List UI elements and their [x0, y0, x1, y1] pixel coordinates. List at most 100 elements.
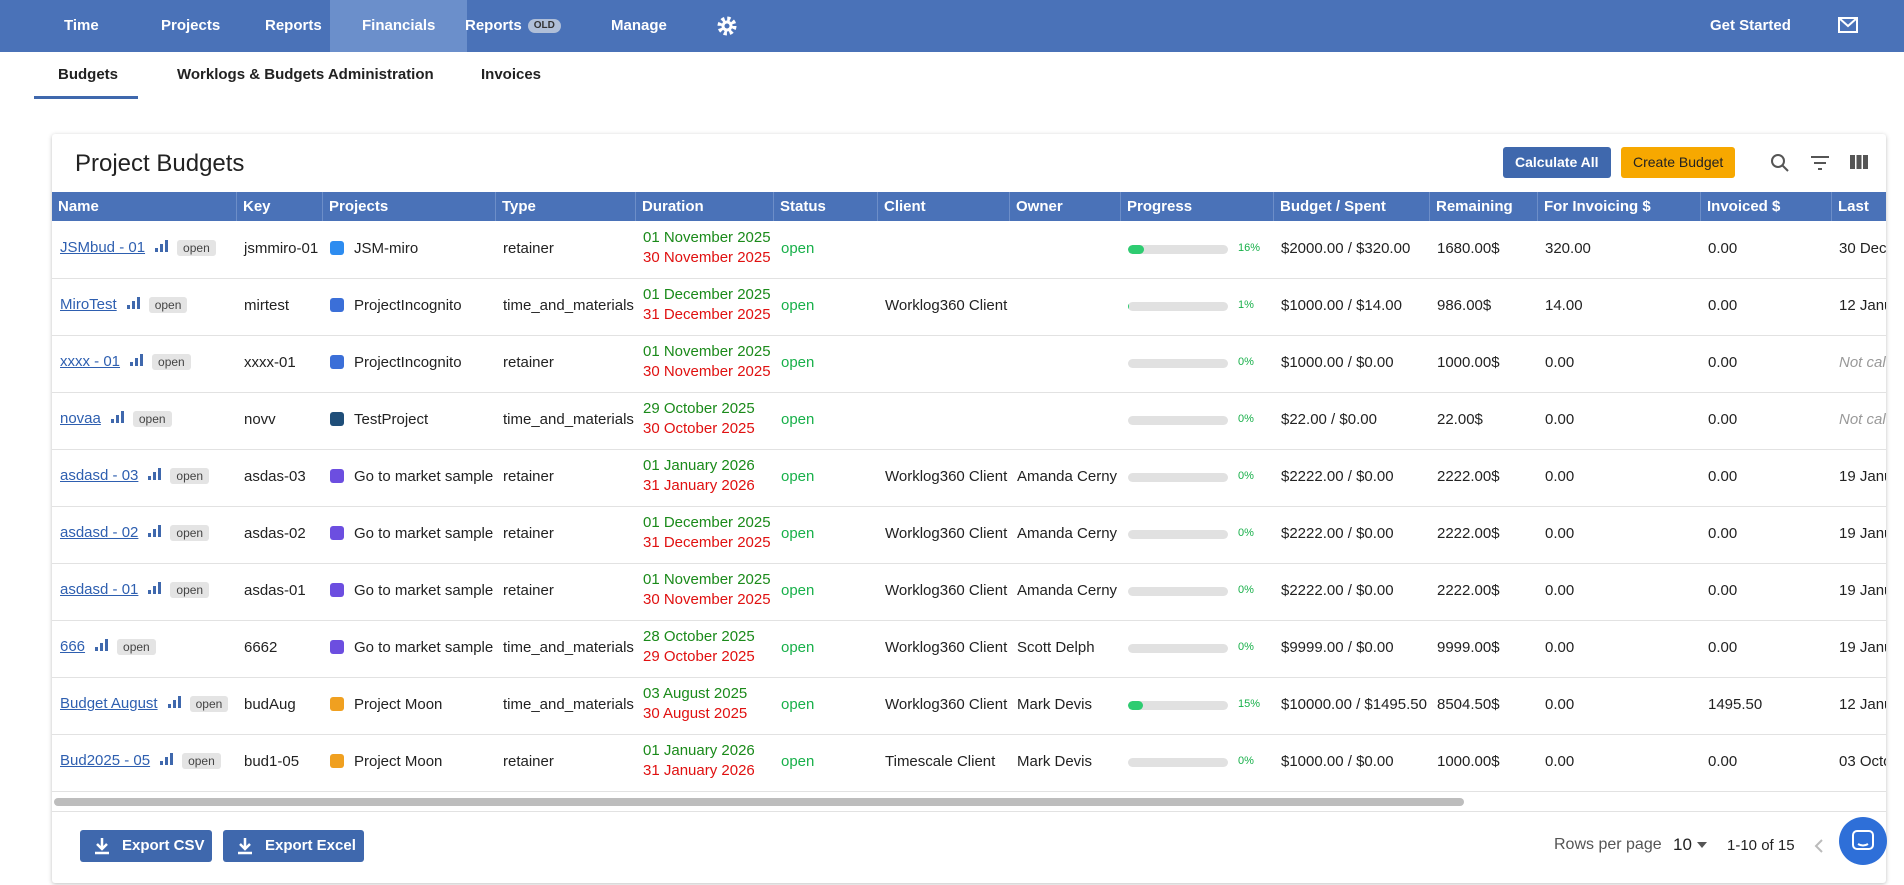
table-row: JSMbud - 01 open jsmmiro-01 JSM-miro retaine… [52, 221, 1886, 279]
column-header[interactable]: Projects [322, 192, 495, 221]
stats-icon[interactable] [95, 639, 109, 651]
column-header[interactable]: Budget / Spent [1273, 192, 1429, 221]
sub-tab[interactable]: Worklogs & Budgets Administration [177, 66, 434, 83]
key-cell: budAug [244, 696, 296, 713]
progress-label: 0% [1238, 641, 1254, 653]
progress-track [1128, 302, 1228, 311]
project-cell: TestProject [330, 411, 428, 428]
nav-item[interactable]: Reports [251, 0, 336, 52]
budget-link[interactable]: novaa [60, 410, 101, 427]
column-header[interactable]: Owner [1009, 192, 1120, 221]
status-cell: open [781, 753, 815, 770]
key-cell: asdas-02 [244, 525, 306, 542]
type-cell: retainer [503, 753, 554, 770]
columns-icon[interactable] [1849, 154, 1869, 170]
progress-fill [1128, 302, 1129, 311]
table-row: asdasd - 02 open asdas-02 Go to market samp… [52, 506, 1886, 564]
key-cell: xxxx-01 [244, 354, 296, 371]
nav-item[interactable]: Projects [147, 0, 234, 52]
stats-icon[interactable] [148, 525, 162, 537]
old-badge: OLD [527, 19, 561, 34]
stats-icon[interactable] [126, 297, 141, 309]
column-header[interactable]: Status [773, 192, 877, 221]
name-cell: xxxx - 01 open [60, 353, 191, 370]
column-header[interactable]: Key [236, 192, 322, 221]
table-row: asdasd - 03 open asdas-03 Go to market samp… [52, 449, 1886, 507]
budget-link[interactable]: asdasd - 03 [60, 467, 139, 484]
budget-link[interactable]: asdasd - 01 [60, 581, 139, 598]
horizontal-scrollbar[interactable] [54, 798, 1464, 806]
calculate-all-button[interactable]: Calculate All [1503, 147, 1611, 178]
search-icon[interactable] [1770, 153, 1790, 173]
chat-bubble[interactable] [1839, 817, 1887, 865]
budget-link[interactable]: Bud2025 - 05 [60, 752, 151, 769]
project-icon [330, 754, 344, 768]
column-header[interactable]: Progress [1120, 192, 1273, 221]
column-header[interactable]: Client [877, 192, 1009, 221]
stats-icon[interactable] [155, 240, 169, 252]
for-invoicing-cell: 0.00 [1545, 696, 1575, 713]
settings-icon[interactable] [716, 15, 738, 37]
budget-link[interactable]: xxxx - 01 [60, 353, 121, 370]
mail-icon[interactable] [1838, 17, 1858, 33]
name-cell: asdasd - 02 open [60, 524, 210, 541]
status-tag: open [170, 468, 210, 484]
budget-cell: $1000.00 / $0.00 [1281, 753, 1394, 770]
end-date: 30 November 2025 [643, 249, 771, 266]
budget-link[interactable]: 666 [60, 638, 86, 655]
rows-per-page-select[interactable]: 10 [1673, 835, 1692, 854]
key-cell: novv [244, 411, 276, 428]
status-cell: open [781, 468, 815, 485]
project-cell: ProjectIncognito [330, 354, 462, 371]
stats-icon[interactable] [110, 411, 125, 423]
for-invoicing-cell: 0.00 [1545, 354, 1575, 371]
project-name: ProjectIncognito [354, 297, 462, 314]
sub-tab[interactable]: Budgets [58, 66, 118, 83]
nav-item[interactable]: Time [50, 0, 113, 52]
status-tag: open [177, 240, 216, 256]
column-header[interactable]: For Invoicing $ [1537, 192, 1700, 221]
project-name: TestProject [354, 411, 429, 428]
get-started[interactable]: Get Started [1710, 17, 1791, 34]
client-cell: Worklog360 Client [885, 297, 1008, 314]
stats-icon[interactable] [148, 582, 162, 594]
column-header[interactable]: Invoiced $ [1700, 192, 1831, 221]
column-header[interactable]: Remaining [1429, 192, 1537, 221]
stats-icon[interactable] [148, 468, 162, 480]
budget-link[interactable]: asdasd - 02 [60, 524, 139, 541]
progress-track [1128, 644, 1228, 653]
nav-item[interactable]: Reports OLD [451, 0, 575, 52]
progress-label: 15% [1238, 698, 1261, 710]
stats-icon[interactable] [130, 354, 144, 366]
type-cell: retainer [503, 525, 554, 542]
prev-page[interactable] [1814, 838, 1824, 854]
column-header[interactable]: Last Ca [1831, 192, 1886, 244]
client-cell: Worklog360 Client [885, 468, 1008, 485]
page-range: 1-10 of 15 [1727, 837, 1795, 854]
budget-link[interactable]: MiroTest [60, 296, 117, 313]
budget-cell: $22.00 / $0.00 [1281, 411, 1377, 428]
nav-item[interactable]: Manage [597, 0, 681, 52]
status-tag: open [170, 525, 210, 541]
budget-link[interactable]: JSMbud - 01 [60, 239, 146, 256]
create-budget-button[interactable]: Create Budget [1621, 147, 1736, 178]
invoiced-cell: 0.00 [1708, 240, 1738, 257]
remaining-cell: 8504.50$ [1437, 696, 1500, 713]
stats-icon[interactable] [160, 753, 174, 765]
column-header[interactable]: Name [58, 198, 99, 215]
budget-link[interactable]: Budget August [60, 695, 158, 712]
project-name: Project Moon [354, 696, 443, 713]
sub-tab[interactable]: Invoices [481, 66, 542, 83]
filter-icon[interactable] [1810, 155, 1830, 171]
start-date: 01 December 2025 [643, 514, 771, 531]
download-icon [238, 838, 252, 855]
start-date: 01 January 2026 [643, 742, 755, 759]
stats-icon[interactable] [167, 696, 182, 708]
column-header[interactable]: Type [495, 192, 635, 221]
column-header[interactable]: Duration [635, 192, 773, 221]
for-invoicing-cell: 0.00 [1545, 525, 1575, 542]
last-calc-cell: Not calc [1839, 354, 1886, 371]
status-cell: open [781, 411, 815, 428]
nav-item[interactable]: Financials [330, 0, 468, 52]
